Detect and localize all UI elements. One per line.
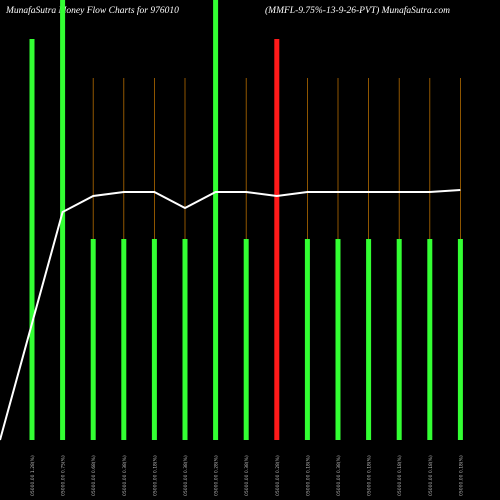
- bar: [427, 239, 433, 440]
- bars: [29, 0, 463, 440]
- x-tick-label: 05000.00 0.18(%): [428, 455, 434, 496]
- x-tick-label: 05000.00 0.18(%): [397, 455, 403, 496]
- chart-subtitle: (MMFL-9.75%-13-9-26-PVT) MunafaSutra.com: [265, 6, 450, 16]
- bar: [274, 39, 280, 440]
- bar: [151, 239, 157, 440]
- chart-title: MunafaSutra Money Flow Charts for 976010: [6, 6, 179, 16]
- bar: [457, 239, 463, 440]
- x-tick-label: 05000.00 0.68(%): [91, 455, 97, 496]
- bar: [182, 239, 188, 440]
- x-tick-label: 05000.00 0.38(%): [336, 455, 342, 496]
- bar: [304, 239, 310, 440]
- x-tick-label: 05000.00 0.28(%): [214, 455, 220, 496]
- x-tick-label: 05000.00 0.18(%): [305, 455, 311, 496]
- x-tick-label: 05000.00 0.38(%): [183, 455, 189, 496]
- bar: [90, 239, 96, 440]
- bar: [396, 239, 402, 440]
- bar: [121, 239, 127, 440]
- bar: [213, 0, 219, 440]
- x-tick-label: 05000.00 0.18(%): [152, 455, 158, 496]
- money-flow-line-path: [0, 189, 461, 441]
- bar: [366, 239, 372, 440]
- x-tick-label: 05000.00 1.28(%): [30, 455, 36, 496]
- x-tick-label: 05000.00 0.75(%): [61, 455, 67, 496]
- bar: [335, 239, 341, 440]
- x-tick-label: 05000.00 0.28(%): [275, 455, 281, 496]
- bar: [29, 39, 35, 440]
- x-tick-label: 05000.00 0.18(%): [458, 455, 464, 496]
- money-flow-line: [0, 189, 461, 441]
- x-tick-label: 05000.00 0.38(%): [122, 455, 128, 496]
- x-tick-label: 05000.00 0.38(%): [244, 455, 250, 496]
- bar: [243, 239, 249, 440]
- x-tick-label: 05000.00 0.18(%): [367, 455, 373, 496]
- x-tick-labels: 05000.00 1.28(%) 05000.00 0.75(%) 05000.00…: [30, 455, 464, 496]
- bar: [60, 0, 66, 440]
